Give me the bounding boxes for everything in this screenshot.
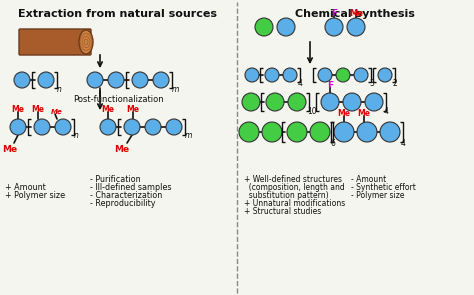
Circle shape [132,72,148,88]
Text: Me: Me [51,109,63,115]
Circle shape [380,122,400,142]
Text: - Amount: - Amount [351,176,386,184]
Circle shape [310,122,330,142]
Circle shape [325,18,343,36]
Circle shape [347,18,365,36]
Text: Me: Me [127,106,139,114]
Text: F: F [327,81,333,89]
Circle shape [38,72,54,88]
Circle shape [245,68,259,82]
Text: Me: Me [101,106,115,114]
Circle shape [336,68,350,82]
Text: 4: 4 [401,138,406,148]
Circle shape [343,93,361,111]
Text: Me: Me [337,109,350,119]
Text: + Well-defined structures: + Well-defined structures [244,176,342,184]
Circle shape [166,119,182,135]
FancyBboxPatch shape [19,29,91,55]
Text: Me: Me [349,9,363,17]
Text: + Polymer size: + Polymer size [5,191,65,199]
Circle shape [365,93,383,111]
Text: - Polymer size: - Polymer size [351,191,404,201]
Text: + Structural studies: + Structural studies [244,207,321,217]
Circle shape [100,119,116,135]
Circle shape [55,119,71,135]
Text: - Purification: - Purification [90,176,141,184]
Circle shape [357,122,377,142]
Text: + Unnatural modifications: + Unnatural modifications [244,199,345,209]
Circle shape [321,93,339,111]
Circle shape [262,122,282,142]
Text: n: n [74,132,79,140]
Circle shape [10,119,26,135]
Circle shape [34,119,50,135]
Text: 2: 2 [393,78,398,88]
Text: Me: Me [11,106,25,114]
Text: Me: Me [114,145,129,153]
Circle shape [87,72,103,88]
Text: (composition, length and: (composition, length and [244,183,345,193]
Circle shape [288,93,306,111]
Text: n: n [57,84,62,94]
Text: Post-functionalization: Post-functionalization [73,94,164,104]
Circle shape [153,72,169,88]
Text: m: m [172,84,179,94]
Ellipse shape [79,30,93,54]
Text: Extraction from natural sources: Extraction from natural sources [18,9,218,19]
Circle shape [283,68,297,82]
Text: - Reproducibility: - Reproducibility [90,199,155,209]
Circle shape [239,122,259,142]
Text: Me: Me [2,145,18,153]
Circle shape [277,18,295,36]
Text: 6: 6 [331,138,336,148]
Circle shape [14,72,30,88]
Circle shape [265,68,279,82]
Circle shape [287,122,307,142]
Circle shape [266,93,284,111]
Circle shape [354,68,368,82]
Text: - Characterization: - Characterization [90,191,162,201]
Text: 3: 3 [369,78,374,88]
Text: F: F [331,9,337,17]
Text: Me: Me [31,106,45,114]
Text: + Amount: + Amount [5,183,46,191]
Text: Chemical synthesis: Chemical synthesis [295,9,415,19]
Circle shape [334,122,354,142]
Text: substitution pattern): substitution pattern) [244,191,328,201]
Circle shape [255,18,273,36]
Circle shape [242,93,260,111]
Text: Me: Me [357,109,371,119]
Circle shape [318,68,332,82]
Text: - Synthetic effort: - Synthetic effort [351,183,416,193]
Text: - Ill-defined samples: - Ill-defined samples [90,183,172,193]
Text: 4: 4 [298,78,303,88]
Text: m: m [185,132,192,140]
Circle shape [124,119,140,135]
Circle shape [378,68,392,82]
Circle shape [108,72,124,88]
Circle shape [145,119,161,135]
Text: 10: 10 [307,107,317,117]
Text: 4: 4 [384,107,389,117]
